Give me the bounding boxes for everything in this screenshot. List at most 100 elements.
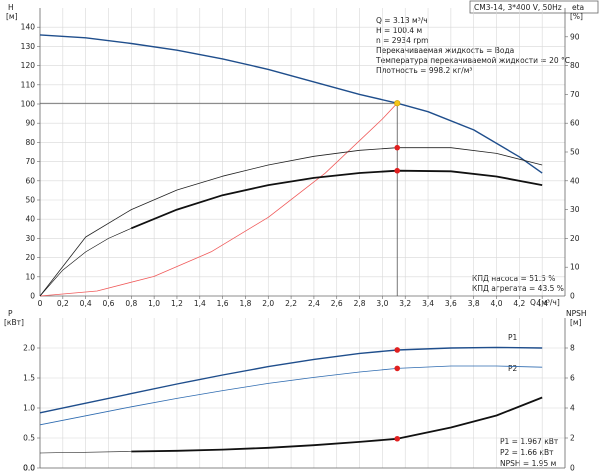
top-right-tick-label: 40 — [570, 176, 580, 185]
x-tick-label: 3,6 — [445, 299, 457, 308]
x-tick-label: 1,4 — [194, 299, 206, 308]
x-tick-label: 3,0 — [376, 299, 388, 308]
top-right-tick-label: 30 — [570, 205, 580, 214]
x-tick-label: 3,8 — [468, 299, 480, 308]
x-tick-label: 1,6 — [217, 299, 229, 308]
top-series-2 — [39, 147, 543, 297]
bottom-duty-marker — [394, 435, 401, 442]
top-right-tick-label: 50 — [570, 148, 580, 157]
top-left-tick-label: 10 — [25, 272, 35, 281]
bottom-right-tick-label: 2 — [570, 434, 575, 443]
top-duty-marker — [394, 144, 401, 151]
bottom-left-tick-label: 0.5 — [23, 434, 35, 443]
title-text: CM3-14, 3*400 V, 50Hz — [474, 3, 562, 12]
bottom-right-axis-label: NPSH — [566, 309, 587, 318]
top-left-tick-label: 90 — [25, 119, 35, 128]
x-tick-label: 0,8 — [125, 299, 137, 308]
top-series-1 — [39, 102, 398, 297]
top-left-tick-label: 100 — [21, 100, 36, 109]
bottom-series-npsh — [131, 396, 543, 453]
bottom-right-tick-label: 6 — [570, 374, 575, 383]
bottom-right-tick-label: 8 — [570, 344, 575, 353]
top-left-tick-label: 60 — [25, 176, 35, 185]
x-tick-label: 3,4 — [422, 299, 434, 308]
info-line-n: n = 2934 rpm — [376, 36, 428, 45]
x-tick-label: 1,0 — [148, 299, 160, 308]
bottom-right-tick-label: 4 — [570, 404, 575, 413]
plot-layer: 1020304050607080901001101201301401020304… — [21, 8, 580, 473]
top-right-tick-label: 20 — [570, 234, 580, 243]
info-line-q: Q = 3.13 м³/ч — [376, 16, 428, 25]
top-right-tick-label: 80 — [570, 61, 580, 70]
top-right-axis-unit: [%] — [570, 12, 583, 21]
unit-efficiency-text: КПД агрегата = 43.5 % — [472, 284, 564, 293]
top-left-tick-label: 80 — [25, 138, 35, 147]
bottom-left-tick-label: 1.5 — [23, 374, 35, 383]
bottom-left-axis-label: P — [8, 309, 13, 318]
curve-label-p1: P1 — [508, 333, 518, 342]
title-box: CM3-14, 3*400 V, 50Hz — [469, 0, 599, 14]
top-series-3 — [130, 169, 543, 230]
x-tick-label: 1,2 — [171, 299, 183, 308]
info-line-temp: Температура перекачиваемой жидкости = 20… — [375, 56, 570, 65]
top-left-tick-label: 110 — [21, 80, 36, 89]
bottom-series-3 — [39, 451, 132, 454]
info-line-liquid: Перекачиваемая жидкость = Вода — [376, 46, 514, 55]
x-tick-label: 0,4 — [80, 299, 92, 308]
top-left-zero-label: 0 — [30, 292, 35, 301]
pump-efficiency-text: КПД насоса = 51.5 % — [472, 274, 555, 283]
x-tick-label: 0,2 — [57, 299, 69, 308]
x-tick-label: 4,4 — [536, 299, 548, 308]
top-duty-marker — [394, 167, 401, 174]
bottom-series-p1 — [39, 346, 543, 414]
top-left-tick-label: 40 — [25, 215, 35, 224]
bottom-left-tick-label: 0.0 — [23, 464, 35, 473]
bottom-left-zero-label: 0.0 — [23, 464, 35, 473]
top-right-zero-label: 0 — [570, 292, 575, 301]
info-line-npsh: NPSH = 1.95 м — [500, 459, 556, 468]
x-tick-label: 2,6 — [331, 299, 343, 308]
info-line-h: H = 100.4 м — [376, 26, 422, 35]
top-series-4 — [39, 228, 132, 297]
curve-label-p2: P2 — [508, 364, 518, 373]
x-tick-label: 2,0 — [262, 299, 274, 308]
x-tick-label: 2,2 — [285, 299, 297, 308]
x-tick-label: 3,2 — [399, 299, 411, 308]
top-left-tick-label: 20 — [25, 253, 35, 262]
top-left-tick-label: 130 — [21, 42, 36, 51]
x-tick-label: 0,6 — [103, 299, 115, 308]
top-right-axis-label: eta — [572, 3, 584, 12]
info-line-p1: P1 = 1.967 кВт — [500, 437, 559, 446]
top-right-tick-label: 60 — [570, 119, 580, 128]
top-left-tick-label: 70 — [25, 157, 35, 166]
bottom-right-axis-unit: [м] — [570, 318, 582, 327]
x-tick-label: 4,2 — [513, 299, 525, 308]
top-right-tick-label: 90 — [570, 32, 580, 41]
x-tick-label: 2,4 — [308, 299, 320, 308]
bottom-left-tick-label: 2.0 — [23, 344, 35, 353]
bottom-panel: P [кВт] NPSH [м] P1 P2 P1 = 1.967 кВт P2… — [4, 309, 587, 468]
info-line-p2: P2 = 1.66 кВт — [500, 448, 554, 457]
top-panel: H [м] eta [%] Q [м³/ч] Q = 3.13 м³/ч H =… — [6, 3, 584, 307]
x-zero-label: 0 — [38, 299, 43, 308]
top-left-tick-label: 30 — [25, 234, 35, 243]
bottom-right-zero-label: 0 — [570, 464, 575, 473]
top-left-tick-label: 140 — [21, 23, 36, 32]
top-left-tick-label: 120 — [21, 61, 36, 70]
top-left-axis-label: H — [8, 3, 14, 12]
top-left-axis-unit: [м] — [6, 12, 18, 21]
bottom-series-p2 — [39, 365, 543, 426]
info-line-density: Плотность = 998.2 кг/м³ — [376, 66, 472, 75]
top-x-axis-label: Q [м³/ч] — [530, 298, 560, 307]
bottom-duty-marker — [394, 365, 401, 372]
top-right-tick-label: 70 — [570, 90, 580, 99]
top-right-tick-label: 10 — [570, 263, 580, 272]
bottom-duty-marker — [394, 347, 401, 353]
top-duty-marker — [394, 100, 401, 107]
bottom-left-tick-label: 1.0 — [23, 404, 35, 413]
x-tick-label: 1,8 — [239, 299, 251, 308]
bottom-left-axis-unit: [кВт] — [4, 318, 24, 327]
top-left-tick-label: 50 — [25, 196, 35, 205]
x-tick-label: 4,0 — [491, 299, 503, 308]
